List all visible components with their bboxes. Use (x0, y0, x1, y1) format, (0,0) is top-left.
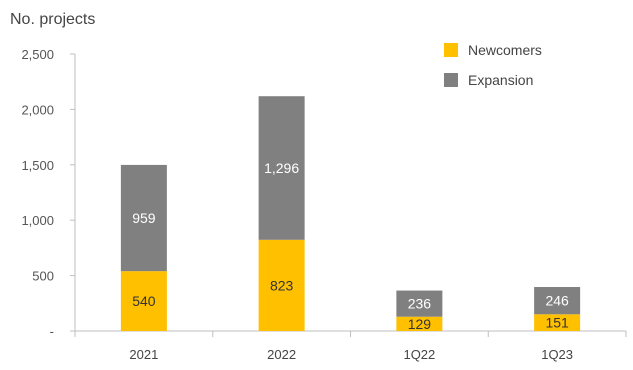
legend: Newcomers Expansion (444, 42, 542, 88)
bars (120, 96, 581, 331)
data-label: 1,296 (264, 160, 299, 176)
data-label: 823 (270, 277, 294, 293)
y-tick-label: 1,000 (21, 213, 54, 228)
x-tick-label: 1Q23 (541, 347, 573, 362)
y-axis-title: No. projects (10, 11, 95, 28)
x-tick-label: 2021 (129, 347, 158, 362)
data-label: 959 (132, 210, 156, 226)
bar-expansion-1q23 (534, 287, 581, 315)
bar-newcomers-1q22 (396, 316, 443, 331)
legend-label-expansion: Expansion (468, 72, 533, 88)
y-tick-label: 1,500 (21, 158, 54, 173)
data-label: 540 (132, 293, 156, 309)
legend-swatch-expansion (444, 73, 458, 87)
y-ticks: - 500 1,000 1,500 2,000 2,500 (21, 47, 75, 339)
bar-labels: 540 959 823 1,296 129 236 151 246 (132, 160, 569, 332)
data-label: 151 (545, 315, 569, 331)
y-tick-label: - (50, 324, 54, 339)
y-tick-label: 500 (32, 269, 54, 284)
legend-label-newcomers: Newcomers (468, 42, 542, 58)
x-tick-label: 1Q22 (403, 347, 435, 362)
legend-swatch-newcomers (444, 43, 458, 57)
bar-expansion-1q22 (396, 290, 443, 317)
y-tick-label: 2,000 (21, 102, 54, 117)
data-label: 129 (408, 316, 432, 332)
data-label: 246 (545, 293, 569, 309)
x-ticks: 2021 2022 1Q22 1Q23 (74, 331, 627, 362)
bar-expansion-2021 (120, 164, 167, 272)
bar-expansion-2022 (258, 96, 305, 240)
x-tick-label: 2022 (267, 347, 296, 362)
bar-newcomers-2022 (258, 239, 305, 331)
data-label: 236 (408, 296, 432, 312)
y-tick-label: 2,500 (21, 47, 54, 62)
bar-newcomers-2021 (120, 271, 167, 331)
bar-newcomers-1q23 (534, 314, 581, 331)
